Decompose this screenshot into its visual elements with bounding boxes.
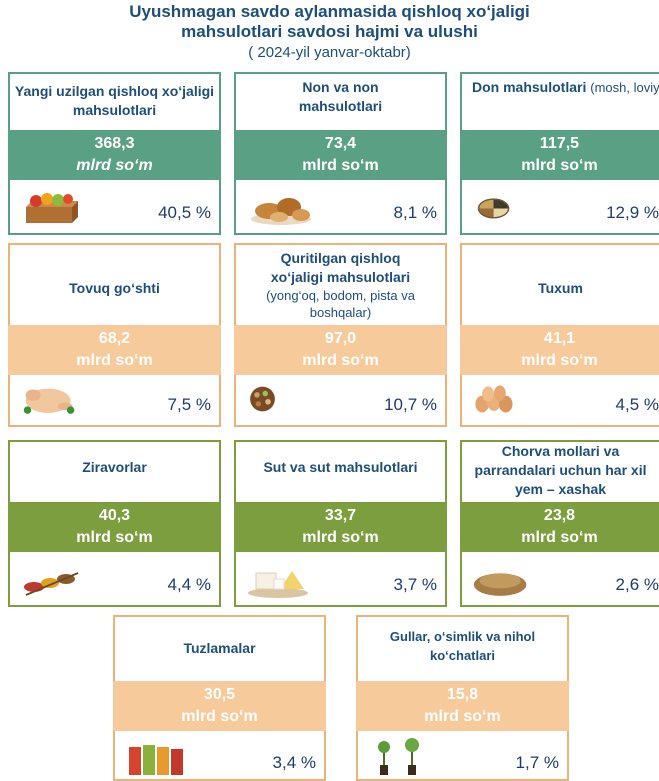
- card-seedlings: Gullar, o‘simlik va nihol ko‘chatlari 15…: [356, 615, 569, 781]
- card-unit: mlrd so‘m: [521, 157, 598, 174]
- card-label: Yangi uzilgan qishloq xo‘jaligi mahsulot…: [14, 83, 215, 118]
- card-percent: 10,7 %: [384, 395, 437, 414]
- card-grain: Don mahsulotlari (mosh, loviya, guruch v…: [460, 72, 659, 235]
- card-percent: 2,6 %: [615, 575, 659, 594]
- card-pickles: Tuzlamalar 30,5 mlrd so‘m 3,4 %: [113, 615, 326, 781]
- card-label-note: (mosh, loviya, guruch va boshqalar): [590, 80, 659, 95]
- card-label-main: Quritilgan qishloq xo‘jaligi mahsulotlar…: [270, 250, 411, 285]
- card-chicken: Tovuq go‘shti 68,2 mlrd so‘m 7,5 %: [8, 243, 221, 427]
- card-label: Gullar, o‘simlik va nihol ko‘chatlari: [389, 629, 536, 663]
- nuts-icon: [250, 386, 275, 412]
- card-unit: mlrd so‘m: [302, 157, 379, 174]
- card-unit: mlrd so‘m: [521, 529, 598, 546]
- card-feed: Chorva mollari va parrandalari uchun har…: [460, 440, 659, 607]
- card-percent: 1,7 %: [515, 753, 559, 772]
- card-label: Ziravorlar: [82, 459, 147, 475]
- value-band: 368,3 mlrd so‘m: [8, 130, 221, 180]
- card-value: 117,5: [539, 135, 580, 152]
- page-subtitle: ( 2024-yil yanvar-oktabr): [248, 44, 411, 61]
- bread-icon: [251, 198, 311, 225]
- card-value: 41,1: [543, 330, 576, 347]
- card-unit: mlrd so‘m: [521, 352, 598, 369]
- value-band: 33,7 mlrd so‘m: [234, 502, 447, 552]
- chicken-icon: [23, 388, 75, 414]
- card-label: Tuzlamalar: [183, 640, 256, 656]
- value-band: 23,8 mlrd so‘m: [460, 502, 659, 552]
- card-value: 97,0: [324, 330, 357, 347]
- card-percent: 3,4 %: [272, 753, 316, 772]
- page-title-line-2: mahsulotlari savdosi hajmi va ulushi: [181, 22, 478, 41]
- value-band: 68,2 mlrd so‘m: [8, 325, 221, 375]
- card-percent: 3,7 %: [393, 575, 437, 594]
- card-unit: mlrd so‘m: [76, 157, 153, 174]
- value-band: 97,0 mlrd so‘m: [234, 325, 447, 375]
- card-value: 40,3: [98, 507, 131, 524]
- card-bread: Non va non mahsulotlari 73,4 mlrd so‘m 8…: [234, 72, 447, 235]
- card-value: 33,7: [324, 507, 357, 524]
- value-band: 73,4 mlrd so‘m: [234, 130, 447, 180]
- card-percent: 7,5 %: [167, 395, 211, 414]
- card-unit: mlrd so‘m: [76, 352, 153, 369]
- fruit-crate-icon: [26, 193, 78, 223]
- card-value: 73,4: [324, 135, 357, 152]
- card-fresh-produce: Yangi uzilgan qishloq xo‘jaligi mahsulot…: [8, 72, 221, 235]
- value-band: 40,3 mlrd so‘m: [8, 502, 221, 552]
- card-value: 23,8: [543, 507, 576, 524]
- card-unit: mlrd so‘m: [424, 708, 501, 725]
- spices-icon: [24, 572, 79, 596]
- card-percent: 12,9 %: [606, 203, 659, 222]
- card-value: 30,5: [203, 686, 236, 703]
- pickles-icon: [129, 745, 183, 775]
- card-value: 368,3: [94, 135, 135, 152]
- value-band: 41,1 mlrd so‘m: [460, 325, 659, 375]
- eggs-icon: [475, 385, 513, 413]
- card-percent: 4,5 %: [615, 395, 659, 414]
- card-label: Don mahsulotlari (mosh, loviya, guruch v…: [472, 78, 659, 97]
- card-unit: mlrd so‘m: [302, 529, 379, 546]
- card-label: Non va non mahsulotlari: [298, 79, 383, 114]
- seedlings-icon: [378, 738, 419, 775]
- card-dairy: Sut va sut mahsulotlari 33,7 mlrd so‘m 3…: [234, 440, 447, 607]
- card-unit: mlrd so‘m: [76, 529, 153, 546]
- value-band: 117,5 mlrd so‘m: [460, 130, 659, 180]
- card-spices: Ziravorlar 40,3 mlrd so‘m 4,4 %: [8, 440, 221, 607]
- card-unit: mlrd so‘m: [181, 708, 258, 725]
- feed-icon: [473, 573, 527, 596]
- card-percent: 4,4 %: [167, 575, 211, 594]
- value-band: 15,8 mlrd so‘m: [356, 681, 569, 731]
- card-unit: mlrd so‘m: [302, 352, 379, 369]
- card-label: Tuxum: [538, 280, 583, 296]
- card-eggs: Tuxum 41,1 mlrd so‘m 4,5 %: [460, 243, 659, 427]
- page-title-line-1: Uyushmagan savdo aylanmasida qishloq xo‘…: [129, 2, 530, 21]
- card-label: Chorva mollari va parrandalari uchun har…: [474, 443, 647, 497]
- card-label: Tovuq go‘shti: [69, 280, 160, 296]
- card-value: 68,2: [98, 330, 131, 347]
- card-label-main: Don mahsulotlari: [472, 79, 587, 95]
- card-label-note: (yong‘oq, bodom, pista va boshqalar): [266, 288, 415, 320]
- value-band: 30,5 mlrd so‘m: [113, 681, 326, 731]
- card-percent: 40,5 %: [158, 203, 211, 222]
- card-dried-produce: Quritilgan qishloq xo‘jaligi mahsulotlar…: [234, 243, 447, 427]
- card-label: Sut va sut mahsulotlari: [263, 459, 418, 475]
- card-label: Quritilgan qishloq xo‘jaligi mahsulotlar…: [240, 249, 441, 321]
- dairy-icon: [248, 571, 308, 598]
- card-percent: 8,1 %: [393, 203, 437, 222]
- card-value: 15,8: [446, 686, 479, 703]
- grain-icon: [477, 198, 510, 219]
